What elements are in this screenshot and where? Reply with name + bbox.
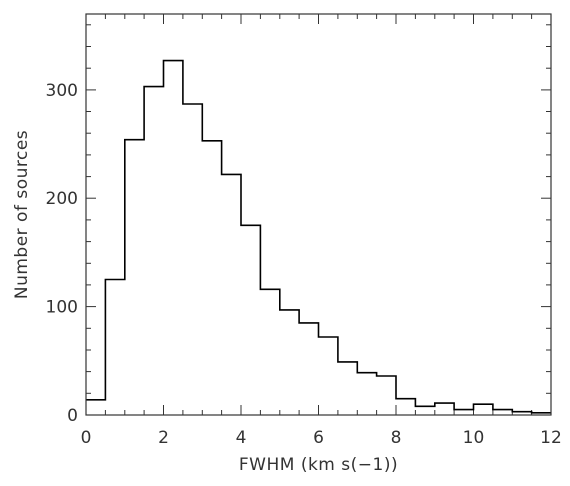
- histogram-outline: [86, 59, 551, 414]
- y-tick-label: 200: [46, 189, 78, 209]
- axis-ticks: [85, 14, 552, 416]
- y-axis-label: Number of sources: [12, 130, 32, 299]
- x-tick-label: 8: [391, 428, 402, 448]
- x-tick-label: 4: [236, 428, 247, 448]
- x-axis-label: FWHM (km s(−1)): [239, 455, 398, 475]
- tick-labels: 0 2 4 6 8 10 12 0 100 200 300: [46, 81, 562, 448]
- plot-frame: [85, 13, 552, 416]
- x-tick-label: 12: [540, 428, 562, 448]
- y-tick-label: 0: [67, 406, 78, 426]
- y-tick-label: 100: [46, 298, 78, 318]
- y-tick-label: 300: [46, 81, 78, 101]
- x-tick-label: 6: [313, 428, 324, 448]
- x-tick-label: 10: [463, 428, 485, 448]
- x-tick-label: 0: [81, 428, 92, 448]
- x-tick-label: 2: [158, 428, 169, 448]
